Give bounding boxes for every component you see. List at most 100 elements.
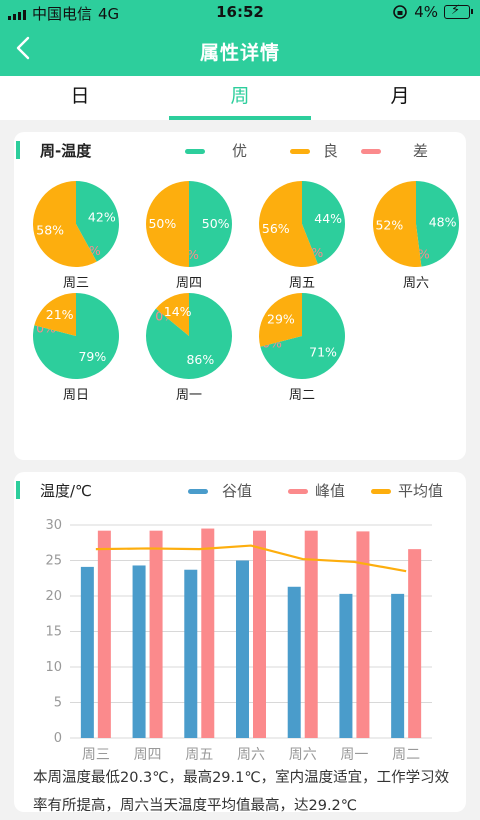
pie-slice-优 xyxy=(416,181,460,267)
bar-max xyxy=(304,530,318,738)
pie-5: 79%0%21%周日 xyxy=(26,292,126,403)
network-label: 4G xyxy=(98,4,120,23)
pie-value-label: 48% xyxy=(429,214,457,229)
legend-swatch-max xyxy=(288,489,308,494)
pie-slice-优 xyxy=(260,293,345,379)
bar-max xyxy=(97,530,111,738)
pie-slice-良 xyxy=(34,293,76,336)
y-tick-label: 30 xyxy=(45,518,62,533)
pie-day-label: 周五 xyxy=(288,276,315,291)
y-tick-label: 25 xyxy=(45,554,62,569)
pie-value-label: 14% xyxy=(164,304,192,319)
pie-slice-良 xyxy=(33,181,97,267)
tab-week[interactable]: 周 xyxy=(160,76,320,120)
pie-2: 50%0%50%周四 xyxy=(139,180,239,291)
pie-value-label: 79% xyxy=(78,349,106,364)
period-tabs: 日 周 月 xyxy=(0,76,480,120)
pie-day-label: 周六 xyxy=(402,276,429,291)
page-title: 属性详情 xyxy=(199,42,280,64)
bar-min xyxy=(132,565,146,738)
pie-slice-优 xyxy=(302,181,345,264)
nav-bar: 属性详情 xyxy=(0,24,480,76)
pie-6: 86%0%14%周一 xyxy=(139,292,239,403)
bar-max xyxy=(356,531,370,738)
bar-min xyxy=(391,593,405,738)
y-tick-label: 0 xyxy=(54,731,62,746)
status-bar: 中国电信 4G 16:52 4% ⚡ xyxy=(0,0,480,24)
bar-min xyxy=(287,586,301,738)
x-tick-label: 周二 xyxy=(392,747,420,763)
legend-swatch-min xyxy=(188,489,208,494)
section-accent-bar xyxy=(16,481,20,499)
battery-percent: 4% xyxy=(414,3,438,21)
bar-max xyxy=(201,528,215,738)
pie-day-label: 周三 xyxy=(62,276,89,291)
bar-max xyxy=(149,530,163,738)
bar-card-header: 温度/℃ 谷值 峰值 平均值 xyxy=(14,472,466,508)
bar-min xyxy=(339,593,353,738)
pie-slice-良 xyxy=(373,181,422,267)
tab-day[interactable]: 日 xyxy=(70,85,90,107)
bar-max xyxy=(408,549,422,738)
legend-swatch-avg xyxy=(371,489,391,494)
legend-poor[interactable]: 差 xyxy=(413,142,429,160)
pie-value-label: 29% xyxy=(267,312,295,327)
bar-chart-card: 温度/℃ 谷值 峰值 平均值 0 5 10 15 20 25 30 周三 周四 周五 周六 周六 周一 周… xyxy=(14,472,466,812)
bar-card-title: 温度/℃ xyxy=(40,482,92,500)
x-tick-label: 周四 xyxy=(134,747,162,763)
pie-day-label: 周二 xyxy=(288,388,315,403)
pie-value-label: 71% xyxy=(309,344,337,359)
x-tick-label: 周六 xyxy=(289,747,317,763)
y-tick-label: 10 xyxy=(45,660,62,675)
pie-value-label: 86% xyxy=(186,352,214,367)
legend-avg[interactable]: 平均值 xyxy=(398,482,444,500)
pie-1: 42% 0% 58% 周三 xyxy=(26,180,126,291)
bar-min xyxy=(184,569,198,738)
pie-value-label: 44% xyxy=(314,211,342,226)
pie-7: 71%0%29%周二 xyxy=(252,292,352,403)
pie-chart-card: 周-温度 优 良 差 42%0%58%周三50%0%50%周四44%0%56%周… xyxy=(14,132,466,460)
clock: 16:52 xyxy=(216,3,264,21)
legend-max[interactable]: 峰值 xyxy=(315,482,346,500)
battery-icon: ⚡ xyxy=(444,3,473,19)
temperature-bar-chart: 0 5 10 15 20 25 30 周三 周四 周五 周六 周六 周一 周二 xyxy=(45,518,432,763)
bar-min xyxy=(236,560,249,738)
pie-card-title: 周-温度 xyxy=(40,142,92,160)
pie-slice-良 xyxy=(146,181,189,267)
pie-value-label: 52% xyxy=(375,218,403,233)
rotation-lock-icon xyxy=(393,5,408,19)
pie-4: 48% 0% 52% 周六 xyxy=(366,180,466,291)
legend-good[interactable]: 优 xyxy=(232,142,248,160)
legend-swatch-fair xyxy=(290,149,310,154)
bar-min xyxy=(80,566,94,738)
tab-month[interactable]: 月 xyxy=(390,85,410,107)
pie-3: 44% 0% 56% 周五 xyxy=(252,180,352,291)
summary-text: 本周温度最低20.3℃，最高29.1℃，室内温度适宜，工作学习效率有所提高，周六… xyxy=(33,770,450,814)
carrier-label: 中国电信 xyxy=(32,5,93,23)
signal-icon xyxy=(8,8,26,20)
pie-value-label: 42% xyxy=(88,209,116,224)
bar-max xyxy=(253,530,266,738)
pie-slice-优 xyxy=(189,181,232,267)
y-tick-label: 5 xyxy=(54,696,62,711)
pie-slice-优 xyxy=(76,181,120,262)
pie-value-label: 50% xyxy=(148,216,176,231)
x-tick-label: 周一 xyxy=(340,747,368,763)
legend-min[interactable]: 谷值 xyxy=(222,482,253,500)
legend-swatch-poor xyxy=(361,149,381,154)
y-tick-label: 20 xyxy=(45,589,62,604)
x-tick-label: 周五 xyxy=(185,747,213,763)
back-button[interactable] xyxy=(10,30,40,66)
x-tick-label: 周三 xyxy=(82,747,110,763)
chevron-left-icon xyxy=(16,36,30,60)
pie-day-label: 周四 xyxy=(175,276,202,291)
pie-day-label: 周日 xyxy=(62,388,89,403)
pie-value-label: 58% xyxy=(36,223,64,238)
pie-slice-良 xyxy=(259,293,302,347)
pie-value-label: 50% xyxy=(202,216,230,231)
pie-day-label: 周一 xyxy=(175,388,202,403)
legend-fair[interactable]: 良 xyxy=(323,142,339,160)
pie-card-header: 周-温度 优 良 差 xyxy=(14,132,466,168)
pie-slice-良 xyxy=(259,181,318,267)
section-accent-bar xyxy=(16,141,20,159)
